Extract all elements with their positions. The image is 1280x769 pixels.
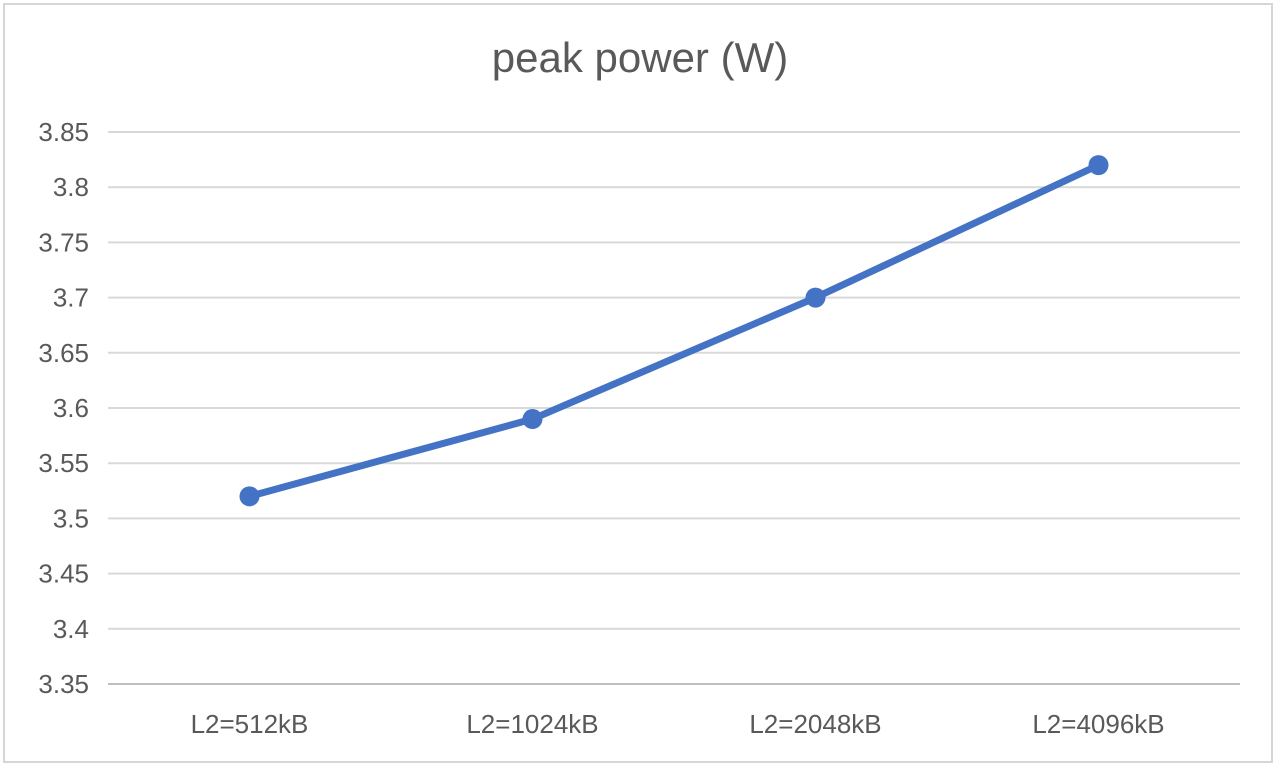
x-axis-category-label: L2=1024kB (466, 709, 598, 739)
y-axis-tick-label: 3.5 (53, 503, 89, 533)
y-axis-tick-label: 3.8 (53, 172, 89, 202)
chart-border (3, 3, 1273, 763)
y-axis-tick-label: 3.55 (38, 448, 89, 478)
y-axis-tick-label: 3.6 (53, 393, 89, 423)
data-point-marker (239, 486, 260, 507)
y-axis-tick-label: 3.4 (53, 614, 89, 644)
x-axis-category-label: L2=512kB (191, 709, 309, 739)
y-axis-tick-label: 3.7 (53, 283, 89, 313)
y-axis-tick-label: 3.65 (38, 338, 89, 368)
chart-title: peak power (W) (491, 34, 789, 81)
x-axis-category-label: L2=4096kB (1032, 709, 1164, 739)
y-axis-tick-label: 3.85 (38, 117, 89, 147)
y-axis-tick-label: 3.45 (38, 559, 89, 589)
x-axis-category-label: L2=2048kB (749, 709, 881, 739)
data-point-marker (522, 409, 543, 430)
data-point-marker (805, 287, 826, 308)
data-series-line (246, 161, 1102, 500)
y-axis-tick-label: 3.75 (38, 227, 89, 257)
y-axis-tick-label: 3.35 (38, 669, 89, 699)
data-point-marker (1088, 155, 1109, 176)
